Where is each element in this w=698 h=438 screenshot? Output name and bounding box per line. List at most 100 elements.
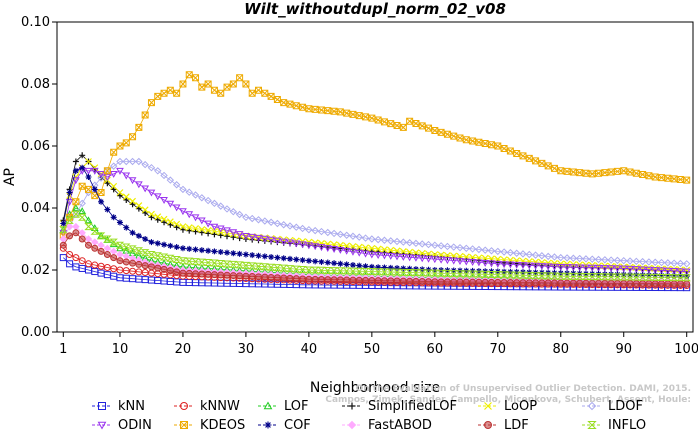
- data-point-inflo: [594, 273, 603, 281]
- data-point-ldof: [670, 259, 678, 267]
- data-point-odin: [670, 268, 678, 275]
- data-point-cof: [230, 250, 237, 257]
- data-point-cof: [104, 206, 111, 213]
- data-point-kdeos: [544, 162, 552, 170]
- data-point-odin: [607, 265, 615, 273]
- data-point-kdeos: [204, 80, 212, 88]
- data-point-kdeos: [349, 110, 357, 118]
- data-point-ldof: [626, 257, 634, 265]
- data-point-cof: [161, 241, 168, 248]
- data-point-kdeos: [550, 164, 558, 172]
- data-point-ldf: [487, 278, 495, 286]
- legend-item-loop: LoOP: [478, 399, 537, 414]
- data-point-ldf: [683, 280, 691, 288]
- data-point-ldof: [645, 258, 653, 266]
- legend-item-kdeos: KDEOS: [174, 418, 245, 433]
- data-point-inflo: [430, 269, 440, 277]
- data-point-ldof: [393, 237, 401, 246]
- data-point-knnw: [78, 257, 86, 265]
- watermark-line-2: On the Evaluation of Unsupervised Outlie…: [356, 384, 691, 394]
- data-point-kdeos: [443, 130, 451, 138]
- data-point-odin: [210, 223, 219, 231]
- data-point-cof: [362, 263, 369, 270]
- data-point-odin: [682, 268, 691, 276]
- data-point-ldf: [475, 278, 483, 286]
- data-point-ldf: [632, 280, 640, 288]
- data-point-loop: [129, 197, 136, 205]
- watermark-line-1: Campos, Zimek, Sander, Campello, Micenko…: [325, 395, 691, 405]
- data-point-lof: [78, 207, 87, 214]
- data-point-cof: [324, 259, 331, 266]
- data-point-ldof: [475, 245, 483, 254]
- data-point-ldf: [248, 273, 256, 281]
- data-point-ldof: [380, 236, 389, 244]
- data-point-ldof: [166, 176, 175, 184]
- data-point-ldf: [122, 258, 130, 266]
- data-point-kdeos: [525, 154, 533, 162]
- data-point-ldf: [267, 273, 275, 281]
- data-point-fastabod: [103, 244, 112, 253]
- data-point-odin: [493, 260, 502, 268]
- data-point-odin: [657, 267, 666, 275]
- data-point-inflo: [487, 270, 496, 278]
- data-point-inflo: [109, 238, 118, 246]
- data-point-kdeos: [229, 80, 237, 88]
- legend-marker-loop: [484, 402, 492, 410]
- data-point-odin: [418, 255, 427, 263]
- data-point-ldof: [506, 248, 515, 257]
- data-point-odin: [323, 245, 332, 253]
- data-point-ldof: [330, 229, 338, 238]
- data-point-kdeos: [248, 89, 256, 97]
- data-point-ldof: [620, 256, 628, 265]
- data-point-loop: [141, 206, 149, 214]
- data-point-odin: [374, 252, 382, 259]
- data-point-cof: [261, 253, 268, 260]
- data-point-ldf: [544, 279, 552, 287]
- data-point-kdeos: [380, 118, 388, 126]
- data-point-odin: [336, 246, 345, 254]
- data-point-inflo: [367, 268, 377, 276]
- data-point-knnw: [84, 260, 92, 268]
- data-point-inflo: [449, 270, 458, 278]
- data-point-ldf: [368, 277, 376, 285]
- data-point-ldf: [525, 279, 533, 287]
- data-point-kdeos: [242, 80, 250, 88]
- data-point-cof: [312, 258, 319, 265]
- data-point-ldf: [59, 241, 67, 249]
- data-point-ldf: [223, 271, 231, 279]
- data-point-inflo: [254, 262, 263, 270]
- data-point-odin: [399, 253, 408, 261]
- data-point-ldf: [406, 277, 414, 285]
- y-tick-label: 0.00: [21, 325, 50, 340]
- data-point-inflo: [71, 210, 81, 218]
- data-point-cof: [249, 252, 256, 259]
- data-point-ldf: [273, 274, 281, 282]
- data-point-ldof: [109, 162, 118, 170]
- data-point-odin: [135, 181, 143, 189]
- data-point-ldf: [569, 279, 577, 287]
- data-point-ldof: [172, 181, 181, 189]
- data-point-ldf: [626, 280, 634, 288]
- data-point-cof: [167, 242, 174, 249]
- data-point-cof: [645, 272, 652, 279]
- data-point-kdeos: [595, 169, 603, 177]
- data-point-ldf: [613, 279, 621, 287]
- data-point-ldf: [513, 279, 521, 287]
- data-point-ldof: [261, 217, 269, 225]
- data-point-ldf: [506, 279, 514, 287]
- data-point-cof: [627, 271, 634, 278]
- data-point-ldf: [311, 275, 319, 283]
- data-point-inflo: [613, 273, 622, 281]
- data-point-fastabod: [97, 241, 105, 249]
- data-point-inflo: [386, 268, 395, 276]
- legend-marker-kdeos: [180, 421, 188, 429]
- y-axis-label: AP: [2, 168, 18, 186]
- data-point-loop: [393, 247, 401, 255]
- data-point-odin: [519, 262, 527, 270]
- data-point-ldof: [651, 258, 659, 266]
- data-point-ldf: [607, 279, 615, 287]
- data-point-inflo: [241, 261, 251, 269]
- data-point-ldof: [317, 227, 326, 236]
- data-point-inflo: [512, 271, 521, 279]
- data-point-odin: [305, 242, 313, 250]
